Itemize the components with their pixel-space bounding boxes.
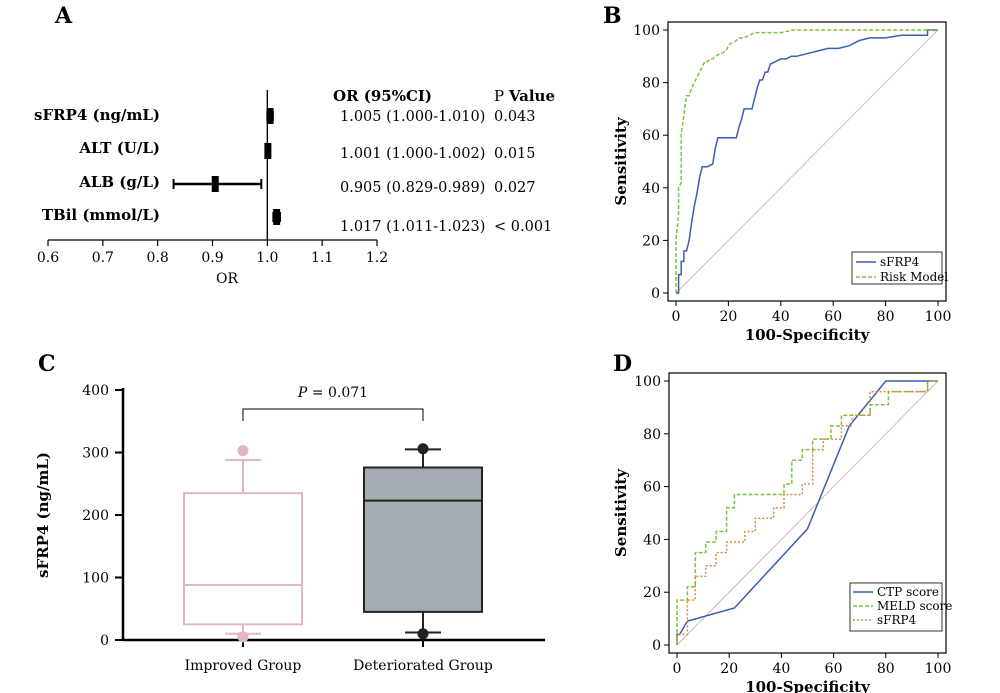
roc-chart-d: 0 20 40 60 80 100 0 20 40 60 80 100 100-Specificity S… (612, 372, 952, 693)
panel-label-d: D (613, 351, 632, 377)
legend-label-b-0: sFRP4 (880, 255, 920, 269)
x-axis-title-b: 100-Specificity (745, 326, 871, 344)
forest-x-tick-label: 1.2 (366, 250, 388, 266)
y-tick-label-b: 100 (633, 23, 660, 39)
y-axis-title-b: Sensitivity (612, 116, 630, 205)
forest-x-tick-label: 0.6 (37, 250, 59, 266)
forest-x-tick-label: 0.8 (147, 250, 169, 266)
box-iqr (183, 492, 303, 626)
p-value-header-p: P (494, 87, 509, 105)
outlier-point (417, 443, 429, 455)
forest-x-tick-label: 0.7 (92, 250, 114, 266)
roc-curve-b-1 (675, 29, 938, 293)
forest-point (273, 209, 281, 225)
legend-label-b-1: Risk Model (880, 270, 948, 284)
legend-box-d (849, 582, 943, 632)
y-tick-label-c: 200 (82, 508, 109, 524)
y-axis-title-d: Sensitivity (612, 468, 630, 557)
roc-chart-b: 0 20 40 60 80 100 0 20 40 60 80 100 100-Specificity S… (612, 21, 952, 344)
row-label-alb: ALB (g/L) (78, 173, 160, 191)
y-tick-label-d: 40 (643, 532, 661, 548)
panel-label-c: C (38, 351, 56, 377)
outlier-point (237, 631, 249, 643)
y-tick-label-b: 20 (642, 233, 660, 249)
forest-x-tick-label: 1.0 (256, 250, 278, 266)
panel-label-a: A (54, 3, 73, 29)
x-tick-label-d: 0 (673, 661, 682, 677)
y-tick-label-d: 100 (634, 374, 661, 390)
box-iqr (363, 466, 483, 613)
legend-label-d-2: sFRP4 (877, 613, 917, 627)
legend-label-d-1: MELD score (877, 599, 952, 613)
y-tick-label-b: 40 (642, 181, 660, 197)
x-tick-label-d: 20 (720, 661, 738, 677)
or-ci-alb: 0.905 (0.829-0.989) (340, 180, 485, 196)
x-tick-label-d: 80 (877, 661, 895, 677)
forest-point (266, 108, 274, 124)
x-tick-label-b: 100 (925, 309, 952, 325)
p-value-header: P Value (494, 87, 555, 105)
box-plot: 0 100 200 300 400 sFRP4 (ng/mL) Improved Group… (34, 383, 545, 674)
y-tick-label-c: 100 (82, 571, 109, 587)
y-tick-label-d: 20 (643, 585, 661, 601)
y-tick-label-d: 0 (652, 638, 661, 654)
p-value-alt: 0.015 (494, 146, 536, 162)
y-tick-label-b: 60 (642, 128, 660, 144)
significance-annotation: P = 0.071 (297, 385, 368, 401)
plot-frame-b (667, 21, 947, 302)
y-tick-label-c: 300 (82, 446, 109, 462)
x-category-label-c: Deteriorated Group (353, 658, 493, 674)
plot-frame-d (668, 372, 947, 654)
roc-curve-d-2 (676, 380, 938, 645)
x-tick-label-b: 20 (719, 309, 737, 325)
p-value-sfrp4: 0.043 (494, 109, 536, 125)
y-tick-label-c: 400 (82, 383, 109, 399)
x-tick-label-d: 100 (925, 661, 952, 677)
p-value-header-value: Value (508, 87, 555, 105)
row-label-tbil: TBil (mmol/L) (42, 206, 160, 224)
y-tick-label-b: 80 (642, 76, 660, 92)
reference-diagonal-d (676, 380, 939, 646)
or-ci-alt: 1.001 (1.000-1.002) (340, 146, 485, 162)
x-category-label-c: Improved Group (185, 658, 302, 674)
or-ci-header: OR (95%CI) (333, 87, 432, 105)
forest-point (211, 176, 219, 192)
reference-diagonal-b (675, 29, 939, 294)
significance-bracket (242, 408, 424, 421)
y-tick-label-c: 0 (100, 633, 109, 649)
annotation-p-symbol: P (297, 385, 308, 401)
y-tick-label-b: 0 (651, 286, 660, 302)
row-label-alt: ALT (U/L) (78, 139, 160, 157)
or-ci-tbil: 1.017 (1.011-1.023) (340, 219, 485, 235)
legend-box-b (851, 251, 943, 285)
x-axis-title-d: 100-Specificity (745, 678, 871, 693)
roc-curve-d-0 (676, 380, 938, 645)
forest-plot: OR (95%CI) P Value sFRP4 (ng/mL) ALT (U/… (34, 87, 555, 287)
panel-label-b: B (603, 3, 622, 29)
y-tick-label-d: 80 (643, 427, 661, 443)
outlier-point (237, 445, 249, 457)
p-value-alb: 0.027 (494, 180, 536, 196)
legend-label-d-0: CTP score (877, 585, 939, 599)
annotation-p-value: = 0.071 (307, 385, 368, 401)
forest-x-axis-title: OR (216, 271, 238, 287)
forest-x-tick-label: 1.1 (311, 250, 333, 266)
outlier-point (417, 628, 429, 640)
x-tick-label-b: 80 (877, 309, 895, 325)
x-tick-label-d: 60 (825, 661, 843, 677)
x-tick-label-b: 40 (772, 309, 790, 325)
row-label-sfrp4: sFRP4 (ng/mL) (34, 106, 160, 124)
y-tick-label-d: 60 (643, 480, 661, 496)
x-tick-label-b: 0 (672, 309, 681, 325)
y-axis-title-c: sFRP4 (ng/mL) (34, 452, 52, 578)
forest-x-tick-label: 0.9 (201, 250, 223, 266)
or-ci-sfrp4: 1.005 (1.000-1.010) (340, 109, 485, 125)
roc-curve-b-0 (676, 29, 938, 294)
forest-point (264, 143, 272, 159)
p-value-tbil: < 0.001 (494, 219, 552, 235)
x-tick-label-d: 40 (772, 661, 790, 677)
x-tick-label-b: 60 (824, 309, 842, 325)
